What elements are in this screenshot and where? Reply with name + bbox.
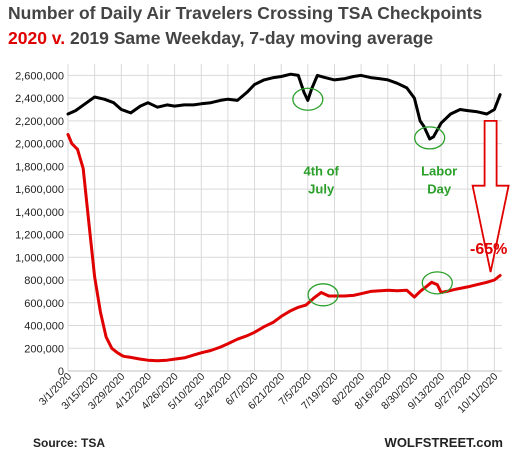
series-group <box>66 72 502 363</box>
series-2019-line <box>66 72 502 141</box>
y-tick-label: 1,200,000 <box>15 230 64 242</box>
chart-title-line2: 2020 v. 2019 Same Weekday, 7-day moving … <box>8 28 433 49</box>
annotation-laborday: Day <box>427 181 452 196</box>
y-tick-label: 1,800,000 <box>15 161 64 173</box>
y-tick-label: 200,000 <box>24 343 64 355</box>
y-tick-label: 800,000 <box>24 275 64 287</box>
ellipse-laborday-2019 <box>414 126 446 150</box>
y-tick-label: 1,400,000 <box>15 207 64 219</box>
chart-title-line1: Number of Daily Air Travelers Crossing T… <box>8 3 483 23</box>
y-tick-label: 2,000,000 <box>15 139 64 151</box>
title-red-segment: 2020 v. <box>8 28 66 48</box>
series-2020-line <box>66 133 502 363</box>
y-tick-label: 1,600,000 <box>15 184 64 196</box>
drop-arrow <box>471 120 510 273</box>
brand-label: WOLFSTREET.com <box>384 435 503 450</box>
y-axis: 0 200,000 400,000 600,000 800,000 1,000,000 1,… <box>15 70 64 378</box>
y-tick-label: 2,200,000 <box>15 116 64 128</box>
annotation-july4: 4th of <box>303 163 339 178</box>
source-note: Source: TSA <box>33 436 106 450</box>
y-tick-label: 0 <box>58 366 64 378</box>
annotation-july4: July <box>308 181 335 196</box>
annotation-percent-change: -65% <box>470 241 507 258</box>
y-tick-label: 400,000 <box>24 321 64 333</box>
ellipse-july4-2019 <box>292 87 324 111</box>
annotations-group: 4th of July Labor Day -65% <box>292 87 510 307</box>
y-tick-label: 2,400,000 <box>15 93 64 105</box>
annotation-laborday: Labor <box>421 163 457 178</box>
y-tick-label: 1,000,000 <box>15 252 64 264</box>
ellipse-laborday-2020 <box>421 271 453 295</box>
y-tick-label: 2,600,000 <box>15 70 64 82</box>
y-tick-label: 600,000 <box>24 298 64 310</box>
title-rest-segment: 2019 Same Weekday, 7-day moving average <box>69 28 434 48</box>
x-axis: 3/1/20203/15/20203/29/20204/12/20204/26/… <box>37 370 502 416</box>
ellipse-july4-2020 <box>307 283 339 307</box>
